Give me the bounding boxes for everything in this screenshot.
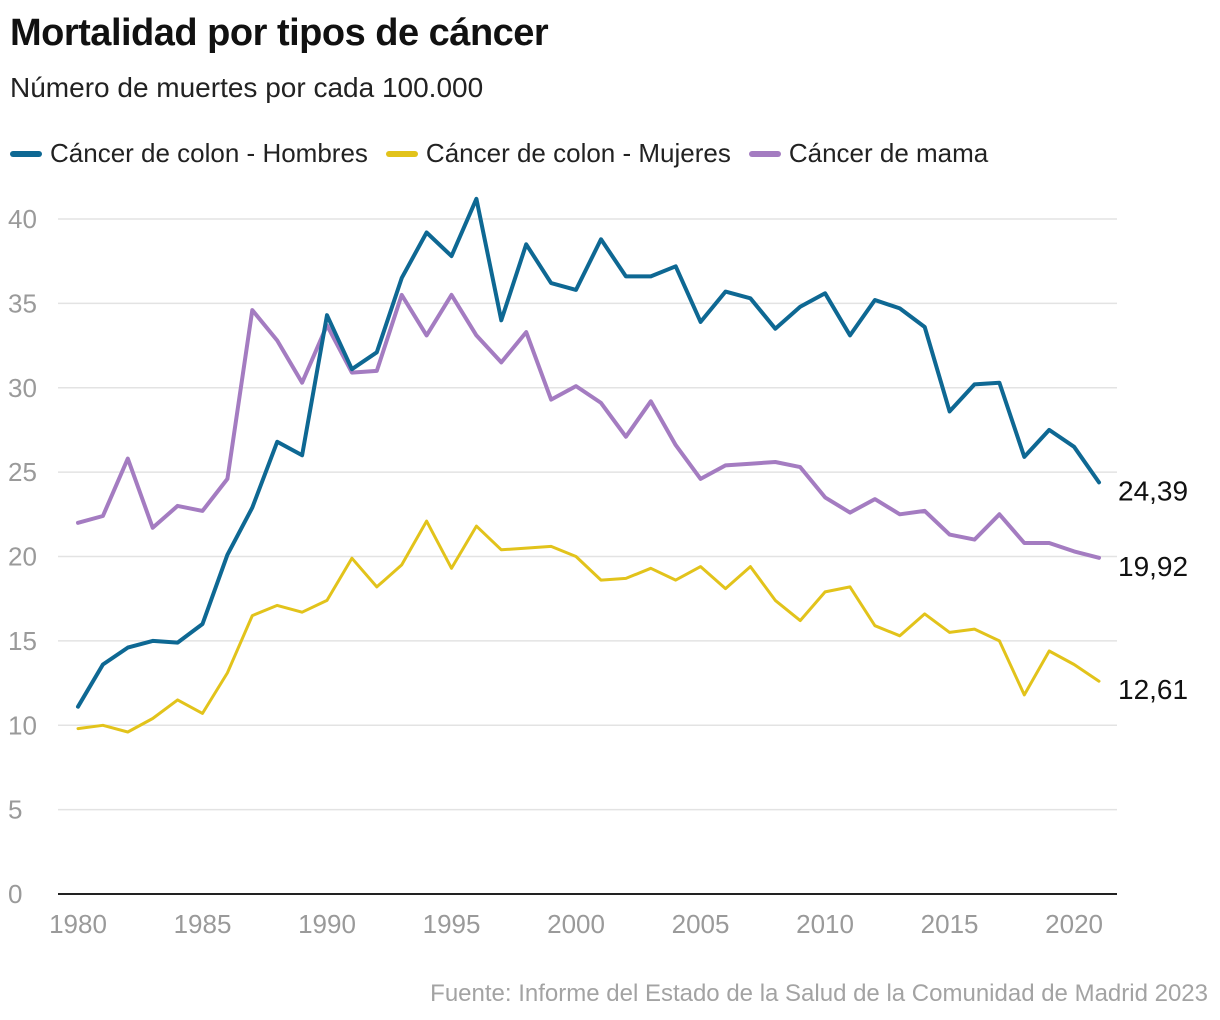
legend-label-colon-mujeres: Cáncer de colon - Mujeres [425, 138, 731, 168]
y-tick-label-20: 20 [8, 542, 37, 572]
chart-subtitle: Número de muertes por cada 100.000 [10, 72, 484, 103]
x-tick-label-2000: 2000 [547, 909, 605, 939]
legend-swatch-colon-hombres [10, 150, 42, 157]
series-line-1 [76, 519, 1101, 734]
chart-title: Mortalidad por tipos de cáncer [10, 12, 549, 54]
legend-item-mama: Cáncer de mama [748, 138, 989, 169]
x-tick-label-1985: 1985 [174, 909, 232, 939]
legend-item-colon-hombres: Cáncer de colon - Hombres [10, 138, 368, 169]
x-tick-label-2020: 2020 [1045, 909, 1103, 939]
x-tick-label-1990: 1990 [298, 909, 356, 939]
end-value-label-0: 24,39 [1118, 475, 1188, 506]
y-tick-label-40: 40 [8, 204, 37, 234]
y-tick-label-10: 10 [8, 710, 37, 740]
x-tick-label-1980: 1980 [49, 909, 107, 939]
label-layer: 0 5 10 15 20 25 30 35 40 1980 1985 1990 1995 2000 2005… [8, 204, 1188, 939]
source-note: Fuente: Informe del Estado de la Salud d… [430, 980, 1208, 1007]
legend-swatch-mama [748, 150, 781, 157]
y-tick-label-0: 0 [8, 879, 22, 909]
x-tick-label-2015: 2015 [921, 909, 979, 939]
y-tick-label-25: 25 [8, 457, 37, 487]
y-tick-label-30: 30 [8, 373, 37, 403]
end-value-label-2: 19,92 [1118, 551, 1188, 582]
y-tick-label-15: 15 [8, 626, 37, 656]
grid-layer [58, 218, 1117, 895]
series-layer [76, 196, 1101, 734]
series-line-0 [76, 196, 1101, 709]
end-value-label-1: 12,61 [1118, 674, 1188, 705]
y-tick-label-35: 35 [8, 288, 37, 318]
legend-swatch-colon-mujeres [385, 150, 418, 157]
chart-legend: Cáncer de colon - Hombres Cáncer de colo… [10, 138, 1006, 169]
legend-item-colon-mujeres: Cáncer de colon - Mujeres [385, 138, 731, 169]
series-line-2 [76, 292, 1101, 560]
x-tick-label-2010: 2010 [796, 909, 854, 939]
legend-label-mama: Cáncer de mama [788, 138, 989, 168]
legend-label-colon-hombres: Cáncer de colon - Hombres [50, 138, 368, 168]
y-tick-label-5: 5 [8, 795, 22, 825]
x-tick-label-2005: 2005 [672, 909, 730, 939]
x-tick-label-1995: 1995 [423, 909, 481, 939]
